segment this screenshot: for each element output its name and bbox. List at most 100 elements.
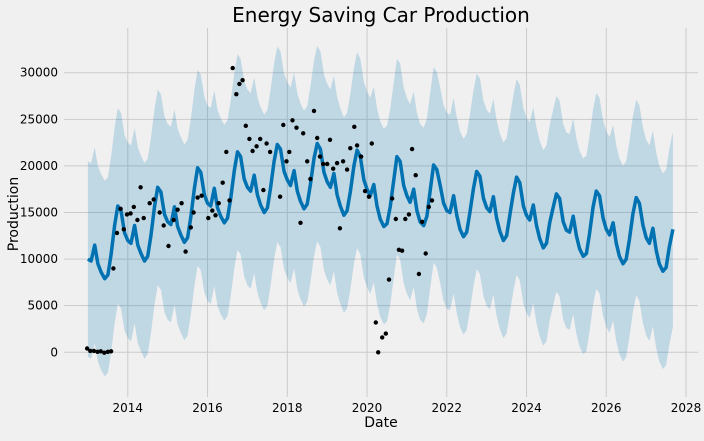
observed-point bbox=[175, 207, 180, 212]
observed-point bbox=[373, 320, 378, 325]
observed-point bbox=[308, 176, 313, 182]
observed-point bbox=[426, 204, 431, 210]
observed-point bbox=[240, 78, 245, 83]
observed-point bbox=[290, 118, 295, 123]
observed-point bbox=[281, 122, 286, 128]
forecast-line bbox=[87, 141, 675, 281]
x-tick-label: 2016 bbox=[192, 401, 223, 415]
observed-point bbox=[419, 219, 425, 224]
y-tick-label: 10000 bbox=[20, 252, 58, 266]
x-tick-label: 2024 bbox=[511, 401, 542, 415]
observed-point bbox=[386, 277, 392, 282]
observed-point bbox=[237, 81, 242, 87]
observed-point bbox=[216, 201, 221, 206]
observed-point bbox=[124, 212, 130, 217]
observed-point bbox=[317, 154, 323, 159]
observed-point bbox=[354, 143, 360, 148]
observed-point bbox=[102, 350, 107, 355]
observed-point bbox=[234, 92, 239, 97]
observed-point bbox=[258, 136, 263, 142]
observed-point bbox=[199, 193, 204, 198]
observed-point bbox=[161, 223, 166, 228]
observed-point bbox=[135, 217, 140, 223]
observed-point bbox=[352, 124, 357, 129]
observed-point bbox=[366, 194, 372, 199]
observed-point bbox=[121, 227, 127, 232]
observed-point bbox=[380, 335, 385, 340]
observed-point bbox=[264, 141, 269, 146]
observed-point bbox=[254, 144, 259, 149]
observed-point bbox=[108, 349, 114, 354]
x-axis-label: Date bbox=[364, 415, 397, 431]
observed-point bbox=[383, 331, 388, 336]
observed-point bbox=[210, 208, 215, 213]
observed-point bbox=[88, 348, 93, 354]
y-tick-label: 25000 bbox=[20, 112, 58, 126]
observed-point bbox=[213, 213, 218, 218]
observed-point bbox=[327, 137, 333, 142]
observed-point bbox=[403, 216, 408, 222]
observed-point bbox=[344, 167, 350, 172]
observed-point bbox=[406, 212, 412, 217]
x-tick-label: 2022 bbox=[432, 401, 463, 415]
observed-point bbox=[267, 149, 273, 155]
observed-point bbox=[340, 159, 346, 164]
x-tick-label: 2028 bbox=[671, 401, 702, 415]
observed-point bbox=[131, 204, 136, 210]
observed-point bbox=[183, 249, 188, 254]
observed-point bbox=[399, 248, 405, 253]
observed-point bbox=[362, 188, 368, 194]
observed-point bbox=[294, 125, 299, 130]
x-tick-label: 2014 bbox=[113, 401, 144, 415]
observed-point bbox=[98, 349, 103, 354]
observed-point bbox=[230, 65, 235, 71]
observed-point bbox=[429, 198, 435, 203]
observed-point bbox=[358, 154, 364, 159]
tick-labels: 2014 2016 2018 2020 2022 2024 2026 2028 0 5000 100… bbox=[20, 66, 701, 415]
observed-point bbox=[118, 206, 123, 211]
observed-point bbox=[287, 149, 292, 155]
observed-point bbox=[220, 180, 225, 185]
uncertainty-band bbox=[87, 45, 673, 377]
observed-point bbox=[298, 220, 303, 225]
observed-point bbox=[369, 141, 374, 146]
observed-point bbox=[128, 211, 133, 216]
chart-title: Energy Saving Car Production bbox=[232, 3, 530, 27]
observed-point bbox=[191, 210, 196, 215]
y-axis-label: Production bbox=[6, 177, 22, 251]
observed-point bbox=[284, 159, 289, 164]
observed-point bbox=[305, 159, 310, 164]
observed-point bbox=[337, 226, 343, 231]
observed-point bbox=[171, 217, 176, 223]
observed-point bbox=[141, 215, 146, 221]
observed-point bbox=[301, 131, 306, 136]
observed-point bbox=[390, 196, 395, 201]
observed-point bbox=[250, 148, 255, 154]
observed-point bbox=[84, 346, 90, 351]
observed-point bbox=[416, 271, 422, 277]
observed-point bbox=[321, 161, 326, 167]
observed-point bbox=[114, 230, 120, 236]
grid bbox=[64, 28, 698, 397]
observed-point bbox=[393, 216, 398, 222]
observed-point bbox=[348, 146, 353, 151]
observed-point bbox=[334, 160, 340, 166]
observed-point bbox=[188, 225, 193, 230]
observed-point bbox=[166, 243, 171, 249]
x-tick-label: 2020 bbox=[352, 401, 383, 415]
y-tick-label: 15000 bbox=[20, 206, 58, 220]
observed-point bbox=[111, 266, 116, 271]
observed-points bbox=[84, 65, 435, 355]
observed-point bbox=[147, 201, 152, 206]
y-tick-label: 5000 bbox=[27, 299, 58, 313]
observed-point bbox=[423, 251, 428, 256]
observed-point bbox=[325, 161, 330, 167]
observed-point bbox=[409, 146, 415, 152]
observed-point bbox=[277, 194, 283, 199]
x-tick-label: 2026 bbox=[591, 401, 622, 415]
observed-point bbox=[195, 195, 200, 200]
observed-point bbox=[315, 135, 320, 141]
observed-point bbox=[91, 348, 97, 354]
